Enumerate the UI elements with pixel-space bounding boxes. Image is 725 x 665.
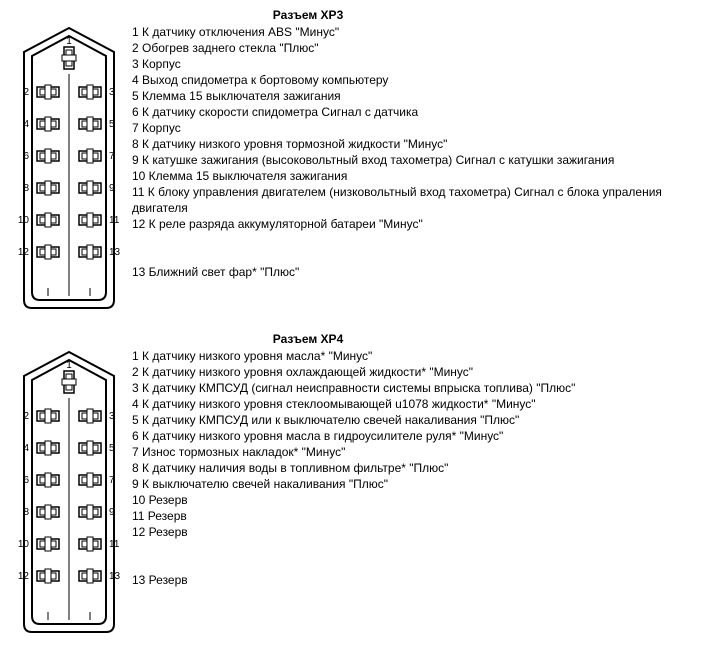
svg-text:1: 1: [66, 360, 72, 371]
pin-desc-10: 10 Резерв: [132, 492, 717, 508]
pin-10: 10: [18, 537, 59, 551]
pin-desc-5: 5 К датчику КМПСУД или к выключателю све…: [132, 412, 717, 428]
pin-7: 7: [79, 149, 115, 163]
pin-desc-9: 9 К катушке зажигания (высоковольтный вх…: [132, 152, 717, 168]
pin-desc-3: 3 Корпус: [132, 56, 717, 72]
svg-text:10: 10: [18, 215, 29, 226]
pin-list: 1 К датчику отключения ABS "Минус"2 Обог…: [128, 24, 717, 280]
pin-desc-4: 4 К датчику низкого уровня стеклоомывающ…: [132, 396, 717, 412]
pin-desc-13: 13 Ближний свет фар* "Плюс": [132, 264, 717, 280]
pin-5: 5: [79, 117, 115, 131]
svg-text:6: 6: [23, 475, 29, 486]
pin-desc-10: 10 Клемма 15 выключателя зажигания: [132, 168, 717, 184]
pin-desc-12: 12 К реле разряда аккумуляторной батареи…: [132, 216, 717, 232]
section-title: Разъем XP3: [18, 8, 598, 22]
pin-desc-1: 1 К датчику низкого уровня масла* "Минус…: [132, 348, 717, 364]
pin-12: 12: [18, 569, 59, 583]
svg-text:10: 10: [18, 539, 29, 550]
pin-11: 11: [79, 213, 120, 227]
pin-4: 4: [23, 117, 59, 131]
svg-text:5: 5: [109, 119, 115, 130]
svg-text:7: 7: [109, 475, 115, 486]
pin-desc-8: 8 К датчику наличия воды в топливном фил…: [132, 460, 717, 476]
pin-desc-11: 11 Резерв: [132, 508, 717, 524]
pin-desc-12: 12 Резерв: [132, 524, 717, 540]
pin-12: 12: [18, 245, 59, 259]
connector-diagram-icon: 1 2 4 6 8 10: [18, 348, 120, 638]
pin-2: 2: [23, 85, 59, 99]
connector-diagram: 1 2 4 6 8 10: [18, 24, 128, 314]
pin-desc-9: 9 К выключателю свечей накаливания "Плюс…: [132, 476, 717, 492]
pin-list: 1 К датчику низкого уровня масла* "Минус…: [128, 348, 717, 588]
pin-desc-3: 3 К датчику КМПСУД (сигнал неисправности…: [132, 380, 717, 396]
pin-7: 7: [79, 473, 115, 487]
svg-text:11: 11: [109, 215, 120, 226]
pin-desc-11: 11 К блоку управления двигателем (низков…: [132, 184, 717, 216]
pin-desc-7: 7 Корпус: [132, 120, 717, 136]
svg-text:3: 3: [109, 411, 115, 422]
svg-text:4: 4: [23, 119, 29, 130]
svg-text:13: 13: [109, 571, 120, 582]
pin-desc-6: 6 К датчику низкого уровня масла в гидро…: [132, 428, 717, 444]
pin-4: 4: [23, 441, 59, 455]
pin-3: 3: [79, 409, 115, 423]
pin-5: 5: [79, 441, 115, 455]
svg-text:13: 13: [109, 247, 120, 258]
section-xp4: Разъем XP4 1 2 4 6: [18, 332, 717, 638]
connector-diagram: 1 2 4 6 8 10: [18, 348, 128, 638]
pin-desc-6: 6 К датчику скорости спидометра Сигнал с…: [132, 104, 717, 120]
pin-13: 13: [79, 569, 120, 583]
svg-text:9: 9: [109, 183, 115, 194]
pin-11: 11: [79, 537, 120, 551]
pin-desc-7: 7 Износ тормозных накладок* "Минус": [132, 444, 717, 460]
pin-desc-2: 2 Обогрев заднего стекла "Плюс": [132, 40, 717, 56]
pin-9: 9: [79, 505, 115, 519]
pin-desc-5: 5 Клемма 15 выключателя зажигания: [132, 88, 717, 104]
svg-text:8: 8: [23, 507, 29, 518]
svg-text:11: 11: [109, 539, 120, 550]
pin-6: 6: [23, 149, 59, 163]
pin-8: 8: [23, 181, 59, 195]
svg-text:7: 7: [109, 151, 115, 162]
svg-text:2: 2: [23, 87, 29, 98]
svg-text:5: 5: [109, 443, 115, 454]
svg-text:12: 12: [18, 571, 29, 582]
section-xp3: Разъем XP3 1 2 4 6: [18, 8, 717, 314]
svg-text:1: 1: [66, 36, 72, 47]
pin-desc-1: 1 К датчику отключения ABS "Минус": [132, 24, 717, 40]
svg-text:2: 2: [23, 411, 29, 422]
list-gap: [132, 540, 717, 572]
pin-desc-13: 13 Резерв: [132, 572, 717, 588]
svg-text:6: 6: [23, 151, 29, 162]
connector-diagram-icon: 1 2 4 6 8 10: [18, 24, 120, 314]
svg-text:4: 4: [23, 443, 29, 454]
pin-desc-4: 4 Выход спидометра к бортовому компьютер…: [132, 72, 717, 88]
list-gap: [132, 232, 717, 264]
pin-6: 6: [23, 473, 59, 487]
pin-10: 10: [18, 213, 59, 227]
section-title: Разъем XP4: [18, 332, 598, 346]
pin-3: 3: [79, 85, 115, 99]
svg-text:9: 9: [109, 507, 115, 518]
pin-13: 13: [79, 245, 120, 259]
pin-desc-8: 8 К датчику низкого уровня тормозной жид…: [132, 136, 717, 152]
svg-text:3: 3: [109, 87, 115, 98]
pin-9: 9: [79, 181, 115, 195]
pin-8: 8: [23, 505, 59, 519]
svg-text:12: 12: [18, 247, 29, 258]
svg-text:8: 8: [23, 183, 29, 194]
pin-desc-2: 2 К датчику низкого уровня охлаждающей ж…: [132, 364, 717, 380]
pin-2: 2: [23, 409, 59, 423]
